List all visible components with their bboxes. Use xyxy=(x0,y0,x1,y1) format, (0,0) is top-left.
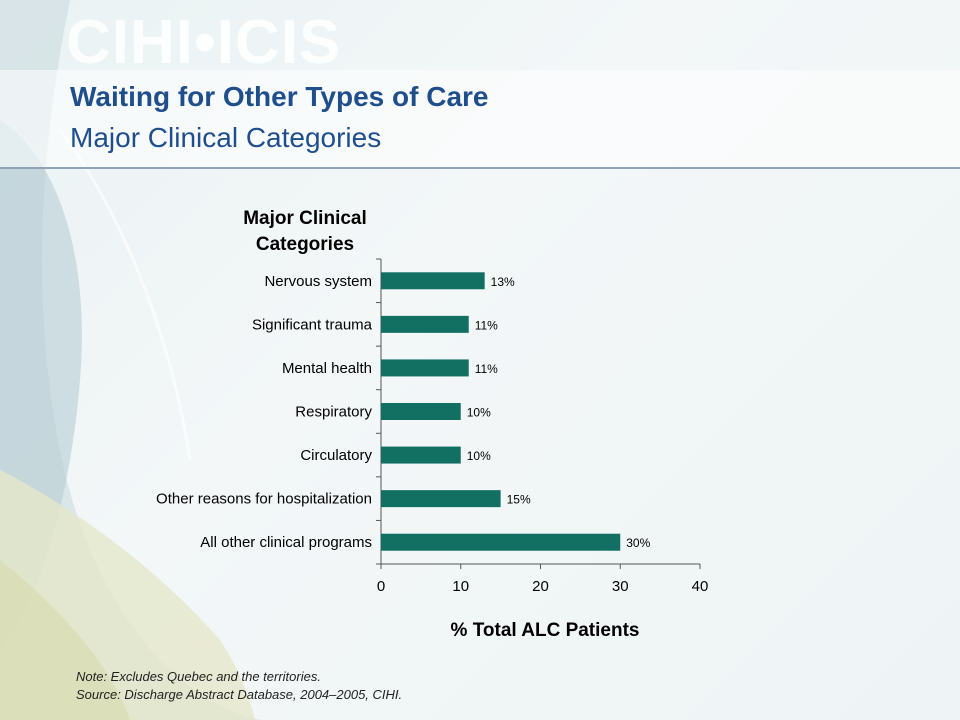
slide-subtitle: Major Clinical Categories xyxy=(70,122,382,153)
bar xyxy=(381,446,461,464)
x-tick-label: 10 xyxy=(452,578,469,595)
bar xyxy=(381,403,461,420)
footnote: Note: Excludes Quebec and the territorie… xyxy=(76,668,402,704)
category-label: Significant trauma xyxy=(252,316,373,333)
bar xyxy=(381,533,621,551)
category-label: Other reasons for hospitalization xyxy=(156,491,372,508)
cihi-logo: CIHI•ICIS xyxy=(66,8,342,77)
data-label: 30% xyxy=(626,536,650,550)
x-tick-label: 20 xyxy=(532,578,549,595)
data-label: 11% xyxy=(475,362,498,376)
bar xyxy=(381,315,469,333)
data-label: 11% xyxy=(475,318,498,332)
header-band xyxy=(0,70,960,169)
category-label: Respiratory xyxy=(295,404,372,421)
bar xyxy=(381,490,501,508)
slide-title: Waiting for Other Types of Care xyxy=(70,81,489,112)
x-tick-label: 30 xyxy=(612,578,629,595)
category-label: All other clinical programs xyxy=(200,534,372,551)
data-label: 13% xyxy=(491,275,515,289)
note-line: Note: Excludes Quebec and the territorie… xyxy=(76,669,321,684)
x-axis-label: % Total ALC Patients xyxy=(451,620,640,641)
data-label: 10% xyxy=(467,406,491,420)
bar xyxy=(381,272,485,290)
chart-title-line2: Categories xyxy=(256,234,354,255)
category-label: Mental health xyxy=(282,360,372,377)
category-label: Circulatory xyxy=(300,447,372,464)
data-label: 10% xyxy=(467,449,491,463)
source-line: Source: Discharge Abstract Database, 200… xyxy=(76,687,403,702)
x-tick-label: 40 xyxy=(692,578,709,595)
x-tick-label: 0 xyxy=(377,578,385,595)
chart-title-line1: Major Clinical xyxy=(243,208,367,229)
data-label: 15% xyxy=(507,493,531,507)
plot-area: 0 10 20 30 40 Nervous system 13% Significant tr… xyxy=(156,258,709,595)
bar xyxy=(381,359,469,377)
category-label: Nervous system xyxy=(264,273,372,290)
